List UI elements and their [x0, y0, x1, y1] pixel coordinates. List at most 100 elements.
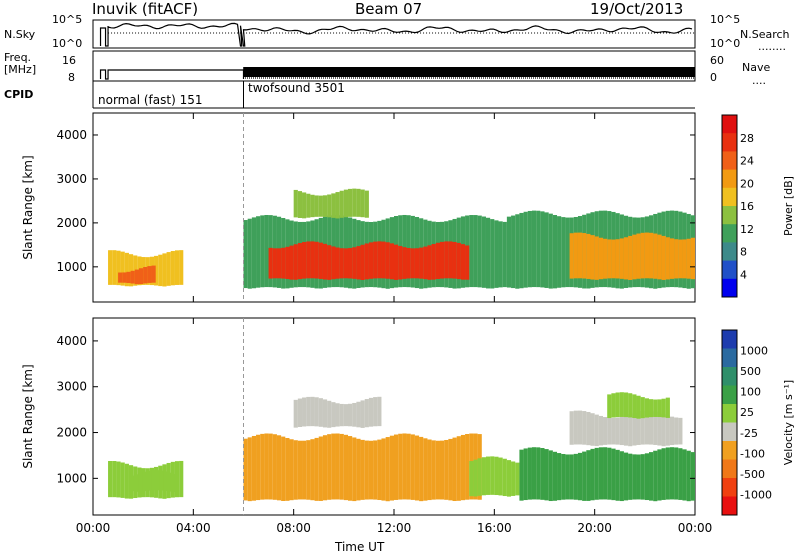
y-tick-label: 3000 [56, 172, 87, 186]
data-cell [174, 461, 180, 498]
data-cell [619, 392, 624, 417]
colorbar-tick-label: -500 [740, 468, 765, 481]
colorbar-tick-label: 12 [740, 223, 754, 236]
data-cell [348, 436, 353, 501]
data-cell [356, 401, 361, 428]
data-cell [414, 248, 420, 279]
data-cell [281, 247, 286, 279]
data-cell [297, 398, 303, 427]
data-cell [674, 239, 679, 279]
data-cell [302, 192, 307, 219]
data-cell [410, 248, 415, 279]
colorbar-cell [722, 224, 737, 243]
date-title: 19/Oct/2013 [590, 0, 684, 18]
colorbar-cell [722, 367, 737, 386]
colorbar-frame [721, 329, 738, 516]
freq-strip-frame [92, 50, 696, 82]
nsky-tick-bottom-right: 10^0 [710, 37, 741, 50]
data-cell [619, 238, 624, 279]
data-cell [586, 233, 591, 279]
data-cell [162, 253, 167, 287]
data-cell [410, 434, 415, 500]
data-cell [548, 450, 553, 502]
data-cell [352, 402, 357, 427]
data-cell [473, 215, 478, 288]
colorbar-cell [722, 478, 737, 497]
data-cell [122, 272, 127, 283]
freq-label: Freq. [4, 51, 32, 64]
nave-tick-top: 60 [710, 54, 724, 67]
data-cell [611, 393, 616, 418]
nsky-label: N.Sky [4, 28, 36, 41]
data-cell [552, 451, 558, 501]
cpid-mode-2: twofsound 3501 [248, 81, 345, 95]
data-cell [644, 398, 650, 418]
data-cell [653, 233, 658, 279]
data-cell [506, 216, 512, 288]
data-cell [632, 412, 637, 446]
data-cell [151, 470, 156, 491]
data-cell [314, 195, 319, 217]
nave-marker: .... [752, 74, 766, 87]
data-cell [544, 212, 549, 288]
data-cell [112, 461, 117, 498]
data-cell [611, 417, 616, 445]
data-cell [577, 452, 583, 501]
data-cell [506, 460, 512, 497]
data-cell [603, 238, 608, 279]
data-cell [628, 235, 633, 280]
data-cell [130, 270, 135, 284]
data-cell [147, 266, 152, 283]
data-cell [540, 211, 545, 288]
data-cell [669, 447, 675, 500]
colorbar-cell [722, 260, 737, 280]
data-cell [690, 237, 695, 280]
colorbar-cell [722, 278, 737, 298]
data-cell [548, 213, 553, 289]
data-cell [314, 397, 319, 427]
data-cell [364, 243, 369, 280]
x-axis-title: Time UT [335, 540, 385, 554]
data-cell [511, 215, 516, 289]
data-cell [264, 433, 269, 500]
data-cell [373, 397, 378, 427]
data-cell [665, 397, 670, 418]
freq-tick-top: 16 [62, 54, 76, 67]
data-cell [632, 394, 637, 419]
data-cell [485, 456, 491, 495]
data-cell [594, 447, 599, 500]
data-cell [427, 245, 432, 280]
data-cell [272, 434, 277, 500]
data-cell [285, 246, 290, 280]
data-cell [573, 410, 578, 445]
data-cell [327, 400, 332, 428]
data-cell [310, 241, 315, 279]
data-cell [649, 399, 654, 418]
data-cell [116, 250, 121, 286]
data-cell [523, 211, 528, 288]
data-cell [142, 471, 148, 492]
data-cell [674, 417, 679, 445]
data-cell [577, 410, 583, 445]
data-cell [134, 474, 139, 492]
data-cell [640, 397, 645, 419]
data-cell [544, 449, 549, 501]
colorbar-tick-label: 20 [740, 177, 754, 190]
data-cell [302, 242, 307, 279]
colorbar-cell [722, 169, 737, 189]
data-cell [557, 453, 562, 501]
data-cell [297, 191, 303, 218]
data-cell [339, 248, 344, 279]
data-cell [644, 453, 650, 501]
data-cell [565, 454, 570, 500]
data-cell [485, 217, 491, 289]
data-cell [314, 437, 319, 501]
data-cell [598, 447, 604, 500]
colorbar-tick-label: 1000 [740, 345, 768, 358]
data-cell [348, 188, 353, 217]
colorbar-tick-label: 28 [740, 132, 754, 145]
data-cell [477, 458, 482, 496]
data-cell [456, 242, 461, 280]
data-cell [536, 210, 541, 288]
data-cell [158, 254, 163, 287]
